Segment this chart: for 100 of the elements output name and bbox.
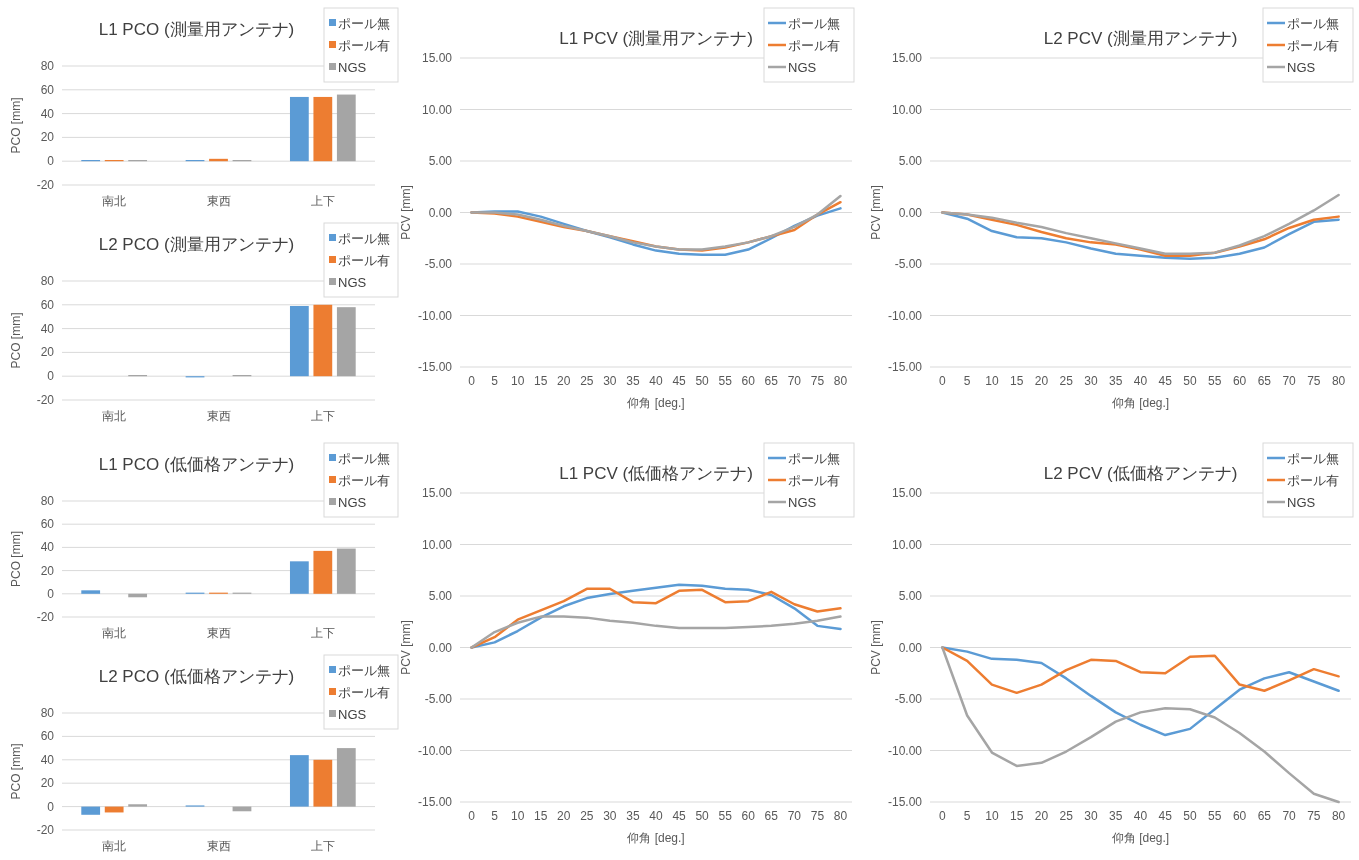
- y-tick-label: -20: [36, 823, 55, 837]
- legend-label: NGS: [1287, 60, 1316, 75]
- x-tick-label: 60: [741, 374, 756, 388]
- x-tick-label: 50: [695, 374, 710, 388]
- x-tick-label: 55: [1208, 374, 1222, 388]
- y-tick-label: -20: [36, 610, 55, 624]
- y-tick-label: 40: [40, 321, 55, 336]
- chart-title: L2 PCV (測量用アンテナ): [1043, 29, 1238, 48]
- y-tick-label: 40: [40, 540, 55, 555]
- x-tick-label: 0: [939, 374, 947, 388]
- y-tick-label: 80: [40, 706, 55, 720]
- x-tick-label: 30: [1084, 809, 1098, 823]
- x-tick-label: 65: [764, 809, 779, 823]
- x-tick-label: 35: [626, 374, 640, 388]
- x-tick-label: 60: [1232, 809, 1247, 823]
- legend-label: ポール有: [1287, 473, 1339, 488]
- x-tick-label: 35: [1109, 809, 1123, 823]
- y-tick-label: 5.00: [898, 154, 923, 168]
- x-tick-label: 上下: [310, 626, 335, 640]
- x-tick-label: 30: [603, 809, 617, 823]
- y-tick-label: -10.00: [417, 743, 453, 758]
- x-tick-label: 20: [1034, 374, 1049, 388]
- y-tick-label: 10.00: [891, 537, 923, 552]
- x-tick-label: 60: [1232, 374, 1247, 388]
- y-tick-label: 0.00: [898, 205, 923, 220]
- x-tick-label: 80: [1331, 809, 1346, 823]
- y-tick-label: 15.00: [891, 51, 923, 65]
- x-tick-label: 30: [1084, 374, 1098, 388]
- x-tick-label: 5: [963, 809, 971, 823]
- x-tick-label: 80: [833, 809, 848, 823]
- y-tick-label: -10.00: [887, 743, 923, 758]
- x-tick-label: 75: [1307, 374, 1321, 388]
- y-tick-label: 15.00: [421, 51, 453, 65]
- x-tick-label: 55: [1208, 809, 1222, 823]
- legend-label: ポール有: [788, 38, 840, 53]
- y-tick-label: 15.00: [891, 486, 923, 500]
- x-tick-label: 55: [718, 809, 733, 823]
- x-tick-label: 70: [787, 374, 802, 388]
- y-tick-label: 10.00: [891, 102, 923, 117]
- x-tick-label: 5: [491, 809, 499, 823]
- y-tick-label: 0.00: [428, 640, 453, 655]
- legend-label: ポール有: [338, 685, 390, 700]
- x-tick-label: 25: [1059, 809, 1074, 823]
- x-axis-title: 仰角 [deg.]: [627, 831, 685, 845]
- x-tick-label: 0: [939, 809, 947, 823]
- x-tick-label: 上下: [310, 839, 335, 853]
- y-tick-label: -15.00: [417, 795, 453, 809]
- y-tick-label: 0.00: [428, 205, 453, 220]
- x-tick-label: 10: [985, 374, 999, 388]
- legend-label: ポール無: [338, 451, 390, 466]
- y-axis-title: PCO [mm]: [9, 743, 23, 800]
- x-tick-label: 80: [1331, 374, 1346, 388]
- y-tick-label: 5.00: [428, 154, 453, 168]
- chart-title: L2 PCO (低価格アンテナ): [98, 667, 295, 686]
- x-tick-label: 30: [603, 374, 617, 388]
- x-tick-label: 75: [810, 374, 825, 388]
- legend-label: ポール無: [788, 451, 840, 466]
- y-tick-label: 60: [40, 517, 55, 532]
- x-tick-label: 10: [510, 809, 525, 823]
- x-tick-label: 上下: [310, 409, 335, 423]
- x-tick-label: 10: [985, 809, 999, 823]
- x-tick-label: 35: [626, 809, 640, 823]
- x-tick-label: 東西: [206, 626, 231, 640]
- x-tick-label: 10: [510, 374, 525, 388]
- x-tick-label: 25: [1059, 374, 1074, 388]
- x-tick-label: 20: [557, 374, 571, 388]
- x-tick-label: 南北: [102, 409, 127, 423]
- legend-label: NGS: [338, 495, 367, 510]
- y-axis-title: PCV [mm]: [399, 185, 413, 240]
- y-tick-label: -20: [36, 393, 55, 407]
- legend-label: ポール無: [788, 16, 840, 31]
- legend-label: ポール無: [1287, 16, 1339, 31]
- x-tick-label: 25: [580, 374, 594, 388]
- x-tick-label: 南北: [102, 626, 127, 640]
- x-tick-label: 15: [534, 374, 548, 388]
- x-tick-label: 45: [672, 809, 687, 823]
- x-tick-label: 65: [1257, 809, 1272, 823]
- y-tick-label: 80: [40, 494, 55, 508]
- x-tick-label: 40: [1133, 809, 1148, 823]
- y-tick-label: 60: [40, 82, 55, 97]
- x-axis-title: 仰角 [deg.]: [1111, 831, 1170, 845]
- legend-label: ポール有: [1287, 38, 1339, 53]
- legend-label: ポール有: [788, 473, 840, 488]
- x-tick-label: 15: [534, 809, 548, 823]
- y-tick-label: 20: [40, 776, 55, 791]
- x-tick-label: 65: [764, 374, 779, 388]
- y-tick-label: 10.00: [421, 102, 453, 117]
- x-tick-label: 45: [672, 374, 687, 388]
- chart-title: L1 PCO (低価格アンテナ): [98, 455, 295, 474]
- x-tick-label: 40: [649, 374, 663, 388]
- x-tick-label: 75: [1307, 809, 1321, 823]
- y-tick-label: -5.00: [424, 692, 453, 706]
- x-tick-label: 70: [1282, 374, 1297, 388]
- legend-label: ポール有: [338, 38, 390, 53]
- x-tick-label: 65: [1257, 374, 1272, 388]
- x-tick-label: 40: [1133, 374, 1148, 388]
- x-tick-label: 45: [1158, 374, 1173, 388]
- x-axis-title: 仰角 [deg.]: [1111, 396, 1170, 410]
- y-tick-label: -10.00: [887, 308, 923, 323]
- x-tick-label: 5: [491, 374, 499, 388]
